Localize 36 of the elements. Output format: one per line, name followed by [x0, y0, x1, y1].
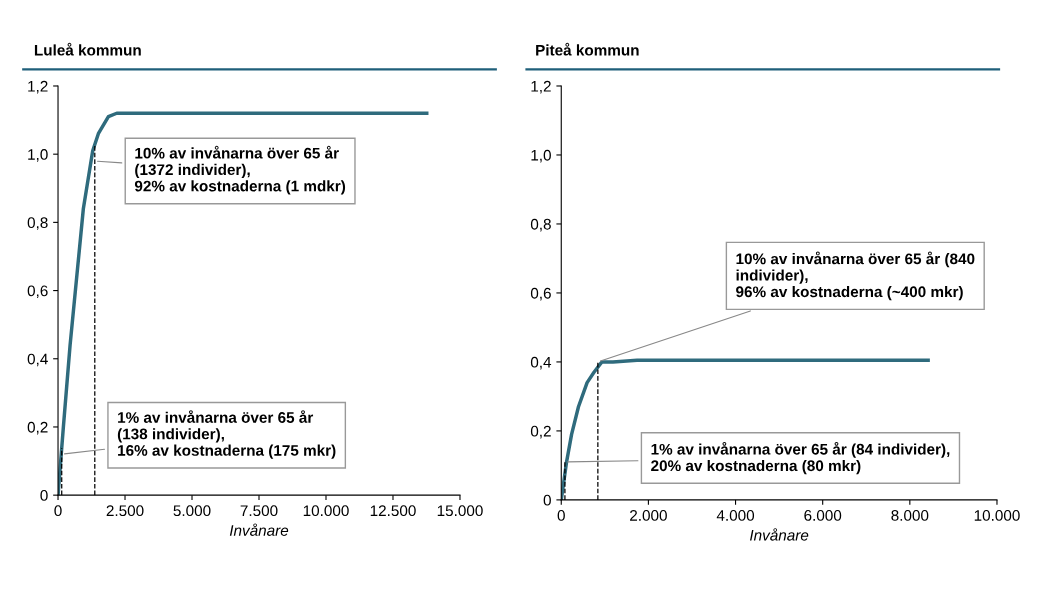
annotation: 10% av invånarna över 65 år (1372 individer), 92% av kostnaderna (1 mdkr)	[134, 145, 346, 195]
x-tick-label: 7.500	[240, 505, 278, 517]
x-axis-title: Invånare	[750, 528, 809, 541]
y-tick-label: 0,2	[27, 421, 48, 435]
y-tick-label: 0	[543, 494, 551, 506]
y-tick-label: 1,2	[531, 80, 551, 94]
x-tick-label: 10.000	[303, 505, 349, 517]
y-tick-label: 1,0	[531, 149, 551, 163]
y-tick-label: 0,8	[530, 218, 551, 232]
x-tick-label: 0	[54, 505, 62, 517]
x-tick-label: 2.500	[106, 505, 144, 517]
y-tick-label: 0,6	[27, 285, 48, 299]
y-tick-label: 0,4	[27, 353, 48, 367]
annotation: 1% av invånarna över 65 år (84 individer), 20% av kostnaderna (80 mkr)	[651, 441, 950, 475]
chart-title: Piteå kommun	[536, 42, 639, 56]
x-axis-title: Invånare	[229, 523, 289, 536]
x-tick-label: 0	[557, 510, 565, 521]
x-tick-label: 6.000	[804, 510, 842, 521]
y-tick-label: 1,2	[28, 80, 48, 94]
line-series	[58, 111, 429, 496]
x-tick-label: 8.000	[891, 510, 929, 521]
x-tick-label: 4.000	[716, 510, 755, 521]
y-tick-label: 0,8	[27, 217, 48, 230]
x-tick-label: 15.000	[437, 505, 483, 517]
y-tick-label: 0,2	[530, 425, 551, 439]
y-tick-label: 0,6	[530, 287, 551, 301]
annotation: 10% av invånarna över 65 år (840 individer), 96% av kostnaderna (~400 mkr)	[736, 251, 975, 301]
chart-title: Luleå kommun	[34, 42, 141, 56]
x-tick-label: 12.500	[370, 505, 416, 517]
x-tick-label: 2.000	[630, 510, 667, 521]
annotation: 1% av invånarna över 65 år (138 individer), 16% av kostnaderna (175 mkr)	[117, 410, 336, 459]
x-tick-label: 5.000	[173, 505, 211, 517]
y-tick-label: 0,4	[530, 356, 552, 370]
x-tick-label: 10.000	[974, 510, 1020, 521]
y-tick-label: 0	[40, 490, 48, 501]
y-tick-label: 1,0	[28, 149, 48, 162]
